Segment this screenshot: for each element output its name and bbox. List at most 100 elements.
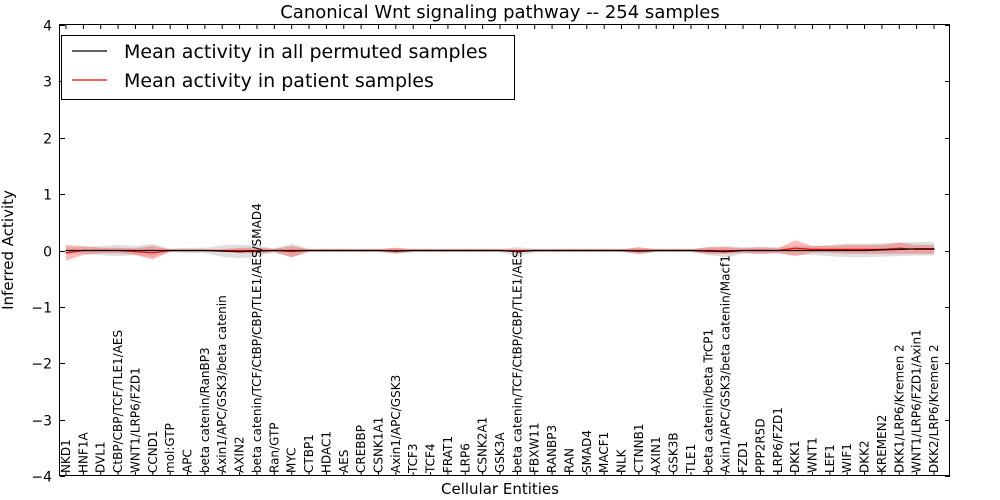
x-tick-label: MYC xyxy=(285,448,299,473)
series-lines xyxy=(65,247,935,254)
data-point-permuted xyxy=(256,250,258,252)
x-tick-label: FRAT1 xyxy=(441,436,455,473)
data-point-permuted xyxy=(655,249,657,252)
data-point-permuted xyxy=(325,249,327,252)
x-tick-label: GSK3A xyxy=(493,432,507,473)
x-tick-label: beta catenin/TCF/CtBP/CBP/TLE1/AES/SMAD4 xyxy=(250,203,264,473)
data-point-permuted xyxy=(273,249,275,252)
x-tick-label: Axin1/APC/GSK3/beta catenin xyxy=(215,295,229,473)
data-point-permuted xyxy=(898,248,900,250)
data-point-permuted xyxy=(881,249,883,251)
x-tick-label: beta catenin/TCF/CtBP/CBP/TLE1/AES xyxy=(510,250,524,473)
x-tick-label: CREBBP xyxy=(354,425,368,473)
x-tick-label: CTNNB1 xyxy=(632,423,646,473)
x-tick-label: TCF3 xyxy=(406,443,420,474)
data-point-permuted xyxy=(603,249,605,252)
x-tick-label: Axin1/APC/GSK3/beta catenin/Macf1 xyxy=(719,255,733,473)
data-point-patient xyxy=(829,248,831,250)
data-point-permuted xyxy=(916,248,918,250)
x-tick-label: LRP6/FZD1 xyxy=(771,407,785,473)
data-point-permuted xyxy=(291,249,293,252)
data-point-permuted xyxy=(516,251,519,253)
data-point-permuted xyxy=(829,249,831,252)
data-point-patient xyxy=(65,252,67,254)
x-tick-label: CTBP1 xyxy=(302,434,316,473)
data-point-permuted xyxy=(568,249,571,252)
data-point-permuted xyxy=(620,249,623,252)
x-tick-label: mol:GTP xyxy=(163,423,177,473)
data-point-permuted xyxy=(638,250,640,252)
x-tick-label: AES xyxy=(337,450,351,473)
data-point-permuted xyxy=(864,249,866,252)
x-tick-label: Axin1/APC/GSK3 xyxy=(389,375,403,473)
x-tick-label: CtBP/CBP/TCF/TLE1/AES xyxy=(111,330,125,473)
data-point-patient xyxy=(291,251,293,253)
data-point-permuted xyxy=(586,249,588,252)
data-point-patient xyxy=(134,251,136,253)
data-point-patient xyxy=(239,249,241,252)
x-tick-label: TCF4 xyxy=(424,443,438,474)
y-axis-label: Inferred Activity xyxy=(0,190,17,310)
x-tick-label: TLE1 xyxy=(684,444,698,474)
x-tick-label: DKK2 xyxy=(858,440,872,473)
data-point-permuted xyxy=(343,249,345,252)
x-tick-label: NKD1 xyxy=(59,439,73,473)
x-tick-label: KREMEN2 xyxy=(875,415,889,473)
data-point-permuted xyxy=(707,250,709,252)
data-point-permuted xyxy=(551,249,553,252)
data-point-permuted xyxy=(742,249,744,252)
data-point-permuted xyxy=(65,249,67,252)
legend-box xyxy=(61,35,515,100)
x-tick-label: APC xyxy=(181,449,195,473)
y-tick-label: 1 xyxy=(43,188,52,204)
data-point-permuted xyxy=(430,249,432,252)
data-point-permuted xyxy=(100,249,102,252)
x-tick-label: FBXW11 xyxy=(528,423,542,474)
x-tick-label: DKK2/LRP6/Kremen 2 xyxy=(927,344,941,473)
y-tick-label: −2 xyxy=(31,357,52,373)
data-point-permuted xyxy=(412,249,414,252)
x-tick-label: AXIN1 xyxy=(649,436,663,473)
x-tick-label: DKK1 xyxy=(788,440,802,473)
chart-title: Canonical Wnt signaling pathway -- 254 s… xyxy=(280,2,720,23)
y-tick-label: −4 xyxy=(31,470,52,486)
x-tick-label: LEF1 xyxy=(823,444,837,473)
x-tick-label: SMAD4 xyxy=(580,430,594,473)
x-tick-label: beta catenin/RanBP3 xyxy=(198,347,212,473)
x-tick-label: Ran/GTP xyxy=(267,422,281,473)
data-point-permuted xyxy=(534,249,536,252)
data-point-permuted xyxy=(690,249,692,252)
data-point-permuted xyxy=(117,249,119,252)
data-point-permuted xyxy=(933,248,935,250)
x-tick-label: CSNK1A1 xyxy=(372,417,386,473)
data-point-permuted xyxy=(82,249,84,252)
legend-label-patient: Mean activity in patient samples xyxy=(124,70,434,92)
data-point-patient xyxy=(152,252,154,254)
x-tick-label: RANBP3 xyxy=(545,425,559,473)
data-point-permuted xyxy=(447,249,449,252)
data-point-permuted xyxy=(239,251,241,253)
data-point-permuted xyxy=(499,249,501,252)
data-point-permuted xyxy=(152,249,154,252)
x-tick-label: WIF1 xyxy=(840,443,854,473)
data-point-permuted xyxy=(169,249,171,252)
x-tick-label: WNT1/LRP6/FZD1 xyxy=(128,367,142,473)
legend-label-permuted: Mean activity in all permuted samples xyxy=(124,41,487,63)
plot-frame xyxy=(59,24,950,476)
data-point-permuted xyxy=(360,249,362,252)
y-tick-label: 4 xyxy=(43,19,52,35)
data-point-patient xyxy=(898,247,900,249)
x-tick-label: HDAC1 xyxy=(319,431,333,473)
x-tick-label: WNT1/LRP6/FZD1/Axin1 xyxy=(910,329,924,473)
y-tick-label: 2 xyxy=(43,132,52,148)
x-tick-label: FZD1 xyxy=(736,441,750,473)
data-point-patient xyxy=(864,248,866,250)
x-tick-label: AXIN2 xyxy=(233,436,247,473)
data-point-permuted xyxy=(794,249,796,252)
data-point-permuted xyxy=(777,249,779,252)
y-tick-label: −3 xyxy=(31,414,52,430)
data-point-permuted xyxy=(204,249,206,252)
data-point-permuted xyxy=(134,249,136,252)
x-tick-label: WNT1 xyxy=(806,437,820,473)
